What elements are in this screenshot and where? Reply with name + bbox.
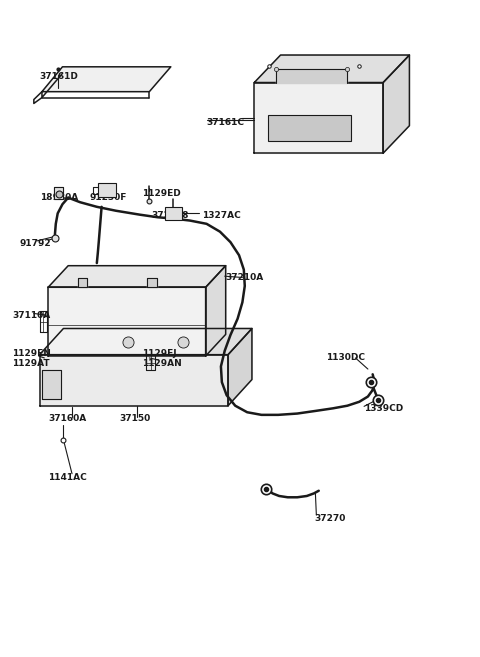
Text: 37150: 37150 [120, 415, 151, 423]
Polygon shape [39, 355, 228, 406]
Text: 37160A: 37160A [48, 415, 86, 423]
Polygon shape [48, 265, 226, 287]
Text: 1327AC: 1327AC [202, 212, 240, 221]
Text: 37210A: 37210A [226, 273, 264, 282]
Text: 91792: 91792 [20, 239, 51, 248]
Text: 37161D: 37161D [39, 72, 78, 81]
Polygon shape [254, 55, 409, 83]
Text: 1129EJ: 1129EJ [142, 349, 177, 358]
Text: 372608: 372608 [152, 212, 189, 221]
Text: 37161C: 37161C [206, 118, 245, 127]
Polygon shape [205, 265, 226, 356]
Polygon shape [78, 278, 87, 287]
Text: 1141AC: 1141AC [48, 473, 87, 482]
Polygon shape [42, 370, 61, 399]
Bar [98, 183, 116, 197]
Polygon shape [276, 70, 348, 83]
Polygon shape [383, 55, 409, 153]
Text: 1339CD: 1339CD [364, 404, 403, 413]
Text: 37270: 37270 [314, 514, 345, 523]
Polygon shape [54, 187, 63, 199]
Text: 1129EN: 1129EN [12, 349, 51, 358]
Text: 37110A: 37110A [12, 311, 50, 320]
Bar [268, 115, 351, 141]
Text: 1129AN: 1129AN [142, 359, 182, 368]
Text: 1129ED: 1129ED [142, 189, 181, 198]
Polygon shape [147, 278, 157, 287]
Polygon shape [39, 328, 252, 355]
Text: 1130DC: 1130DC [326, 353, 365, 363]
Polygon shape [254, 83, 383, 153]
Polygon shape [228, 328, 252, 406]
Polygon shape [48, 287, 205, 356]
Bar [165, 207, 182, 220]
Polygon shape [42, 67, 171, 92]
Text: 1129AT: 1129AT [12, 359, 49, 368]
Text: 18980A: 18980A [39, 193, 78, 202]
Text: 91230F: 91230F [90, 193, 127, 202]
